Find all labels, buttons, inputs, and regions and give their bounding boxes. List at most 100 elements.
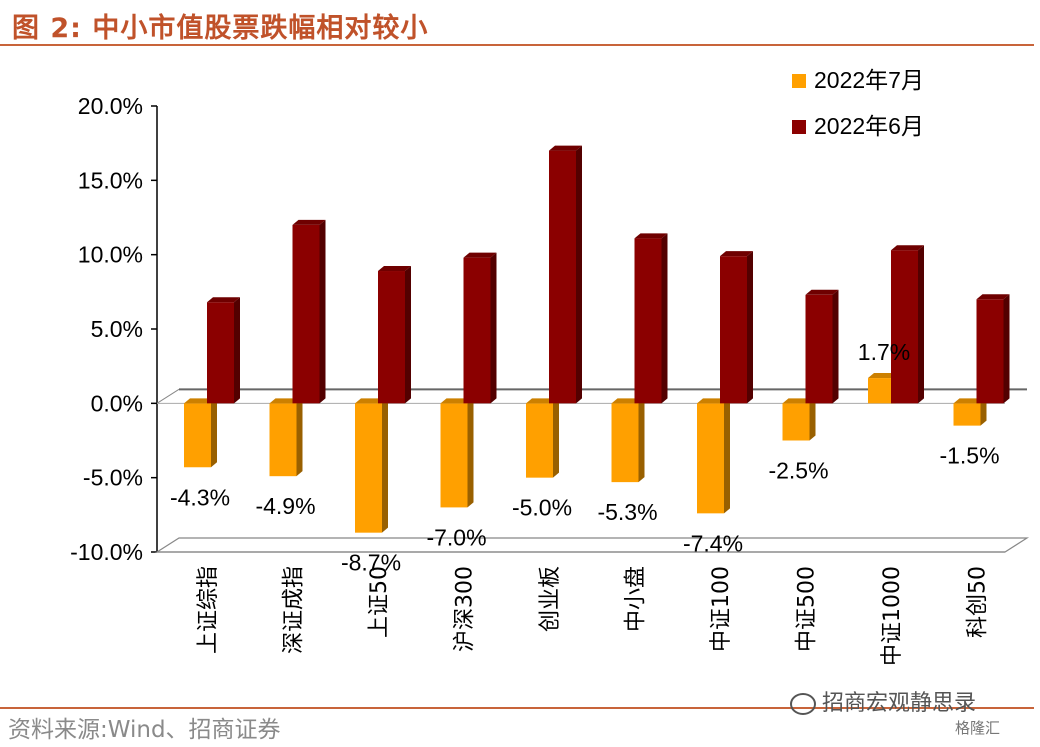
bar-jul-3 bbox=[440, 398, 474, 508]
chart-data-labels: -4.3% -4.9% -8.7% -7.0% -5.0% -5.3% -7.4% -2.5%… bbox=[170, 339, 1000, 576]
x-category-label: 上证综指 bbox=[196, 566, 221, 654]
bar-jun-0-top bbox=[207, 297, 240, 303]
bar-jun-4-side bbox=[576, 145, 582, 404]
bar-jun-8 bbox=[891, 245, 924, 404]
y-tick-label: -10.0% bbox=[70, 539, 143, 565]
data-label: -7.4% bbox=[683, 530, 743, 556]
bar-jun-6 bbox=[720, 251, 753, 404]
data-label: -8.7% bbox=[341, 550, 401, 576]
bar-jun-9-front bbox=[976, 299, 1004, 404]
bar-jun-5-front bbox=[634, 238, 662, 404]
bar-jul-7-side bbox=[809, 398, 816, 441]
bar-jul-6 bbox=[697, 398, 730, 514]
bar-jul-0-side bbox=[211, 398, 217, 468]
bar-jul-8-front bbox=[868, 378, 895, 404]
bar-jul-5-front bbox=[611, 403, 639, 483]
bar-jun-5 bbox=[634, 233, 668, 404]
data-label: -5.0% bbox=[512, 495, 572, 521]
bar-jun-4-top bbox=[549, 145, 582, 151]
bar-jul-6-front bbox=[697, 403, 724, 514]
bar-jun-0 bbox=[207, 297, 240, 404]
legend-swatch bbox=[792, 74, 806, 88]
x-category-label: 科创50 bbox=[966, 566, 991, 638]
x-category-label: 创业板 bbox=[538, 566, 563, 632]
bar-jun-7-top bbox=[805, 289, 839, 295]
bar-jun-3 bbox=[463, 252, 497, 404]
bar-jul-0 bbox=[184, 398, 217, 468]
x-category-label: 沪深300 bbox=[453, 566, 478, 652]
footer-rule bbox=[0, 707, 1034, 709]
bar-jul-3-side bbox=[467, 398, 474, 508]
chart-title: 图 2: 中小市值股票跌幅相对较小 bbox=[12, 13, 429, 44]
bar-jun-0-front bbox=[207, 302, 234, 404]
chart-legend: 2022年7月 2022年6月 bbox=[792, 67, 924, 139]
x-category-label: 中证500 bbox=[795, 566, 820, 652]
data-label: -7.0% bbox=[426, 524, 486, 550]
bar-jul-1-front bbox=[269, 403, 297, 477]
wechat-icon bbox=[790, 693, 816, 715]
x-category-label: 深证成指 bbox=[282, 566, 307, 654]
bar-jul-3-front bbox=[440, 403, 468, 508]
bar-jul-4-side bbox=[553, 398, 559, 478]
bar-jul-9-front bbox=[953, 403, 981, 426]
bar-jun-7-front bbox=[805, 294, 833, 404]
y-tick-label: 10.0% bbox=[78, 242, 143, 268]
bar-jun-7 bbox=[805, 289, 839, 404]
data-label: -4.9% bbox=[255, 493, 315, 519]
bar-jun-4-front bbox=[549, 150, 576, 404]
bar-jul-2 bbox=[355, 398, 388, 533]
bar-jul-5-side bbox=[638, 398, 645, 483]
bar-jul-7 bbox=[782, 398, 816, 441]
bar-jun-2-side bbox=[405, 266, 411, 404]
bar-jun-9 bbox=[976, 294, 1010, 404]
bar-jun-5-top bbox=[634, 233, 668, 239]
bar-jun-8-side bbox=[918, 245, 924, 404]
bar-jun-4 bbox=[549, 145, 582, 404]
bar-jun-8-front bbox=[891, 250, 918, 404]
bar-jul-1-side bbox=[296, 398, 303, 477]
x-category-label: 上证50 bbox=[367, 566, 392, 638]
bar-jun-3-side bbox=[490, 252, 497, 404]
bar-jun-2-top bbox=[378, 266, 411, 272]
bar-jun-9-side bbox=[1003, 294, 1010, 404]
data-label: -1.5% bbox=[939, 443, 999, 469]
x-category-label: 中小盘 bbox=[624, 566, 649, 632]
chart-axes: -10.0% -5.0% 0.0% 5.0% 10.0% 15.0% 20.0% 上证综指 深证… bbox=[70, 93, 1030, 666]
x-category-label: 中证1000 bbox=[880, 566, 905, 666]
y-tick-label: -5.0% bbox=[83, 465, 143, 491]
zero-depth-line bbox=[156, 388, 180, 404]
bar-jul-6-side bbox=[724, 398, 730, 514]
data-label: -5.3% bbox=[597, 499, 657, 525]
bar-jun-6-front bbox=[720, 256, 747, 404]
bar-jun-6-top bbox=[720, 251, 753, 257]
bar-jul-4 bbox=[526, 398, 559, 478]
bar-jun-3-top bbox=[463, 252, 497, 258]
bar-jun-2 bbox=[378, 266, 411, 404]
bar-jul-9-side bbox=[980, 398, 987, 426]
bar-jun-0-side bbox=[234, 297, 240, 404]
bar-jun-6-side bbox=[747, 251, 753, 404]
y-tick-label: 15.0% bbox=[78, 167, 143, 193]
watermark-text: 招商宏观静思录 bbox=[822, 691, 977, 716]
data-label: -4.3% bbox=[170, 484, 230, 510]
bar-jul-2-front bbox=[355, 403, 382, 533]
bar-jul-0-front bbox=[184, 403, 211, 468]
bar-jun-9-top bbox=[976, 294, 1010, 300]
bar-jun-1-top bbox=[292, 219, 326, 225]
data-label: -2.5% bbox=[768, 458, 828, 484]
y-tick-label: 5.0% bbox=[91, 316, 143, 342]
bar-jul-7-front bbox=[782, 403, 810, 441]
title-rule bbox=[0, 44, 1034, 46]
y-tick-label: 20.0% bbox=[78, 93, 143, 119]
legend-swatch bbox=[792, 120, 806, 134]
bar-jun-5-side bbox=[661, 233, 668, 404]
bar-jul-5 bbox=[611, 398, 645, 483]
legend-label: 2022年7月 bbox=[814, 67, 924, 93]
chart-bars bbox=[184, 145, 1010, 533]
chart-floor bbox=[154, 537, 1030, 553]
bar-jun-1 bbox=[292, 219, 326, 404]
y-tick-label: 0.0% bbox=[91, 390, 143, 416]
bar-jul-1 bbox=[269, 398, 303, 477]
data-label: 1.7% bbox=[858, 339, 910, 365]
